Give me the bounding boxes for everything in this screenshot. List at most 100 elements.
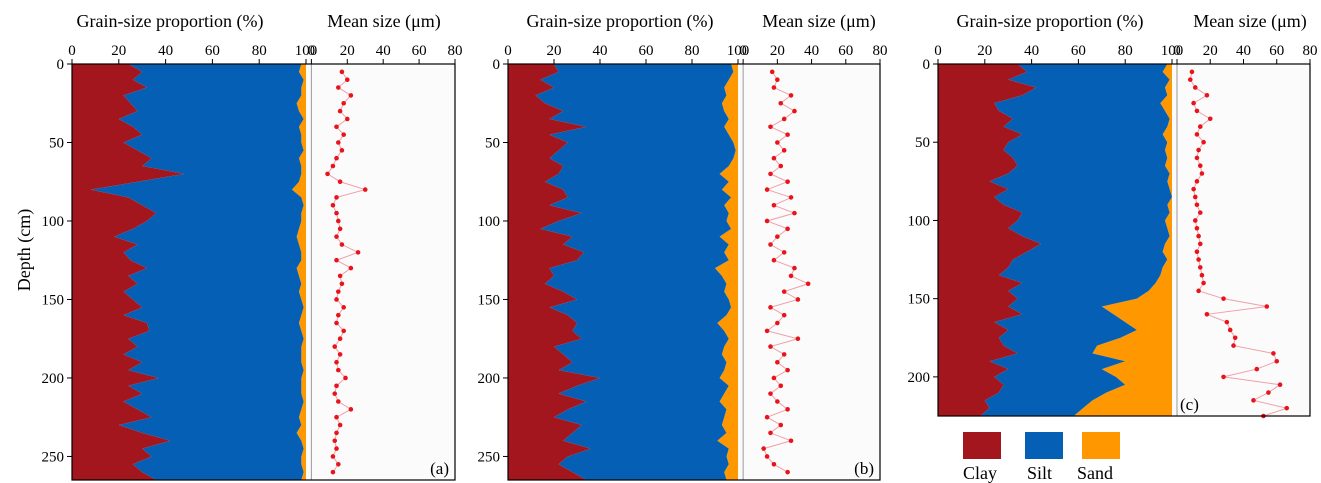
panel-a-mean-point: [334, 195, 339, 200]
panel-b-mean-point: [785, 407, 790, 412]
panel-a-mean-point: [334, 257, 339, 263]
panel-b-mean-point: [785, 469, 790, 475]
panel-c-mean-point: [1199, 272, 1205, 278]
panel-c-mean-point: [1196, 257, 1201, 262]
panel-a-y-tick-label: 50: [49, 135, 64, 151]
panel-a-mean-point: [348, 93, 354, 98]
panel-c-right-tick-label: 80: [1303, 43, 1318, 59]
panel-b-mean-point: [781, 250, 787, 255]
panel-c-left-tick-label: 20: [977, 43, 992, 59]
panel-c-right-tick-label: 60: [1269, 43, 1284, 59]
panel-b-mean-point: [792, 108, 797, 114]
panel-c-mean-point: [1232, 335, 1238, 341]
panel-a-mean-point: [334, 320, 339, 326]
panel-b-right-tick-label: 80: [873, 43, 888, 59]
panel-a-mean-point: [334, 446, 339, 451]
panel-b-mean-point: [768, 344, 773, 349]
panel-c-mean-point: [1194, 225, 1200, 231]
panel-b-mean-point: [768, 124, 773, 130]
panel-b-mean-point: [775, 399, 780, 404]
panel-a-mean-point: [332, 344, 338, 349]
panel-b-mean-point: [781, 116, 787, 122]
panel-a-mean-point: [344, 116, 350, 122]
panel-c-y-tick-label: 50: [915, 135, 930, 151]
panel-a-mean-point: [337, 422, 343, 428]
panel-b-mean-point: [768, 305, 773, 310]
legend-label-silt: Silt: [1027, 463, 1052, 483]
panel-b-mean-point: [788, 195, 794, 200]
y-axis-title: Depth (cm): [14, 209, 35, 291]
panel-a-mean-point: [355, 250, 361, 255]
panel-a-y-tick-label: 150: [42, 292, 65, 308]
panel-c-y-tick-label: 0: [923, 57, 931, 73]
panel-c-mean-point: [1196, 147, 1201, 153]
panel-a-y-tick-label: 200: [42, 371, 65, 387]
panel-b-mean-point: [771, 375, 777, 381]
panel-a-mean-point: [330, 469, 336, 475]
panel-c-mean-point: [1194, 155, 1200, 161]
panel-a-mean-point: [341, 328, 346, 334]
panel-c-mean-point: [1204, 312, 1210, 317]
panel-a-silt-area: [90, 64, 304, 480]
panel-b-mean-line: [762, 71, 810, 473]
panel-b-mean-point: [781, 352, 787, 357]
panel-b-mean-point: [785, 367, 790, 373]
panel-a-mean-point: [337, 179, 343, 185]
panel-b-right-tick-label: 0: [739, 43, 747, 59]
panel-a-mean-point: [362, 187, 368, 192]
panel-c-mean-point: [1231, 343, 1236, 348]
panel-b-mean-point: [778, 100, 784, 106]
panel-c-mean-point: [1271, 351, 1276, 356]
panel-b-mean-point: [785, 179, 790, 185]
panel-c-mean-point: [1194, 108, 1200, 114]
panel-a-sand-area: [291, 64, 306, 480]
panel-c-mean-point: [1277, 382, 1283, 388]
panel-b-mean-point: [781, 289, 787, 294]
panel-c-mean-point: [1254, 366, 1260, 372]
panel-a-mean-point: [325, 171, 330, 177]
panel-c-label: (c): [1180, 395, 1199, 414]
panel-b-mean-point: [768, 171, 773, 177]
panel-c-y-tick-label: 100: [908, 213, 931, 229]
panel-a-left-tick-label: 20: [111, 43, 126, 59]
panel-c-mean-point: [1221, 374, 1226, 380]
panel-c-mean-point: [1196, 233, 1201, 239]
panel-b-mean-point: [764, 454, 770, 459]
panel-a-mean-point: [334, 383, 339, 389]
panel-b-mean-point: [771, 257, 777, 263]
panel-c-mean-point: [1197, 210, 1203, 215]
panel-c-mean-point: [1197, 124, 1203, 129]
panel-b-left-tick-label: 0: [504, 43, 512, 59]
panel-b-y-tick-label: 0: [493, 57, 501, 73]
panel-c-mean-point: [1274, 358, 1280, 364]
panel-b-mean-point: [792, 265, 797, 271]
panel-c-silt-area: [980, 64, 1172, 416]
panel-a-right-tick-label: 0: [308, 43, 316, 59]
panel-a-label: (a): [430, 459, 449, 478]
panel-c-mean-point: [1192, 218, 1198, 223]
panel-b-right-tick-label: 60: [838, 43, 853, 59]
panel-a-mean-point: [330, 163, 336, 169]
legend-swatch-silt: [1025, 432, 1063, 459]
panel-a-left-tick-label: 40: [158, 43, 173, 59]
panel-b-right-title: Mean size (μm): [762, 11, 876, 32]
panel-a-mean-point: [337, 336, 343, 342]
panel-a-mean-bg: [306, 64, 455, 480]
panel-b-mean-point: [769, 69, 775, 75]
panel-a-right-tick-label: 20: [340, 43, 355, 59]
panel-c-left-tick-label: 40: [1024, 43, 1039, 59]
panel-b-mean-point: [768, 242, 773, 247]
panel-c-mean-point: [1197, 163, 1203, 168]
panel-c-mean-point: [1194, 202, 1200, 208]
panel-c-right-title: Mean size (μm): [1193, 11, 1307, 32]
panel-b-mean-point: [788, 93, 794, 98]
panel-b-mean-point: [805, 281, 811, 287]
panel-c-mean-point: [1187, 77, 1193, 82]
legend-label-clay: Clay: [963, 463, 997, 483]
panel-b-label: (b): [854, 459, 874, 478]
panel-a-mean-point: [334, 297, 339, 302]
panel-b-mean-point: [761, 446, 766, 451]
panel-b-mean-point: [775, 77, 780, 82]
panel-a-mean-point: [337, 108, 343, 114]
